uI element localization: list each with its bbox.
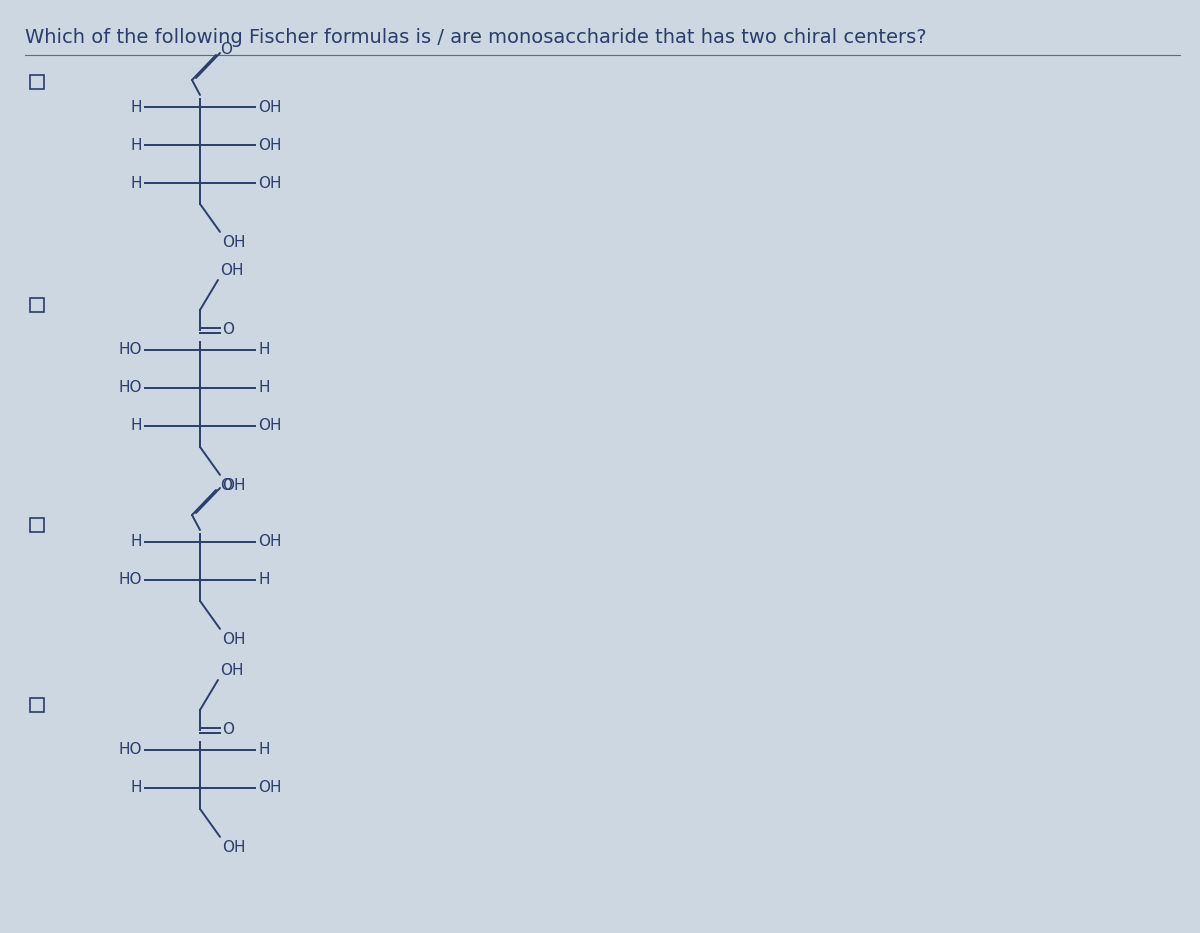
- Text: H: H: [258, 743, 270, 758]
- Text: O: O: [222, 722, 234, 737]
- Text: OH: OH: [258, 535, 282, 550]
- Bar: [30, 518, 44, 532]
- Text: OH: OH: [258, 781, 282, 796]
- Text: O: O: [220, 43, 232, 58]
- Bar: [30, 298, 44, 312]
- Text: OH: OH: [220, 263, 244, 278]
- Text: O: O: [222, 323, 234, 338]
- Text: H: H: [258, 573, 270, 588]
- Text: OH: OH: [222, 478, 246, 493]
- Text: H: H: [131, 781, 142, 796]
- Text: OH: OH: [222, 840, 246, 855]
- Text: H: H: [131, 419, 142, 434]
- Text: OH: OH: [220, 663, 244, 678]
- Text: OH: OH: [258, 100, 282, 115]
- Text: HO: HO: [119, 573, 142, 588]
- Bar: [30, 75, 44, 89]
- Text: H: H: [131, 137, 142, 152]
- Text: OH: OH: [258, 419, 282, 434]
- Text: HO: HO: [119, 743, 142, 758]
- Text: H: H: [258, 342, 270, 357]
- Text: OH: OH: [258, 175, 282, 190]
- Text: H: H: [131, 535, 142, 550]
- Text: H: H: [131, 175, 142, 190]
- Text: OH: OH: [222, 235, 246, 250]
- Text: O: O: [220, 478, 232, 493]
- Text: Which of the following Fischer formulas is / are monosaccharide that has two chi: Which of the following Fischer formulas …: [25, 28, 926, 47]
- Text: HO: HO: [119, 342, 142, 357]
- Bar: [30, 698, 44, 712]
- Text: OH: OH: [222, 632, 246, 647]
- Text: OH: OH: [258, 137, 282, 152]
- Text: HO: HO: [119, 381, 142, 396]
- Text: H: H: [258, 381, 270, 396]
- Text: H: H: [131, 100, 142, 115]
